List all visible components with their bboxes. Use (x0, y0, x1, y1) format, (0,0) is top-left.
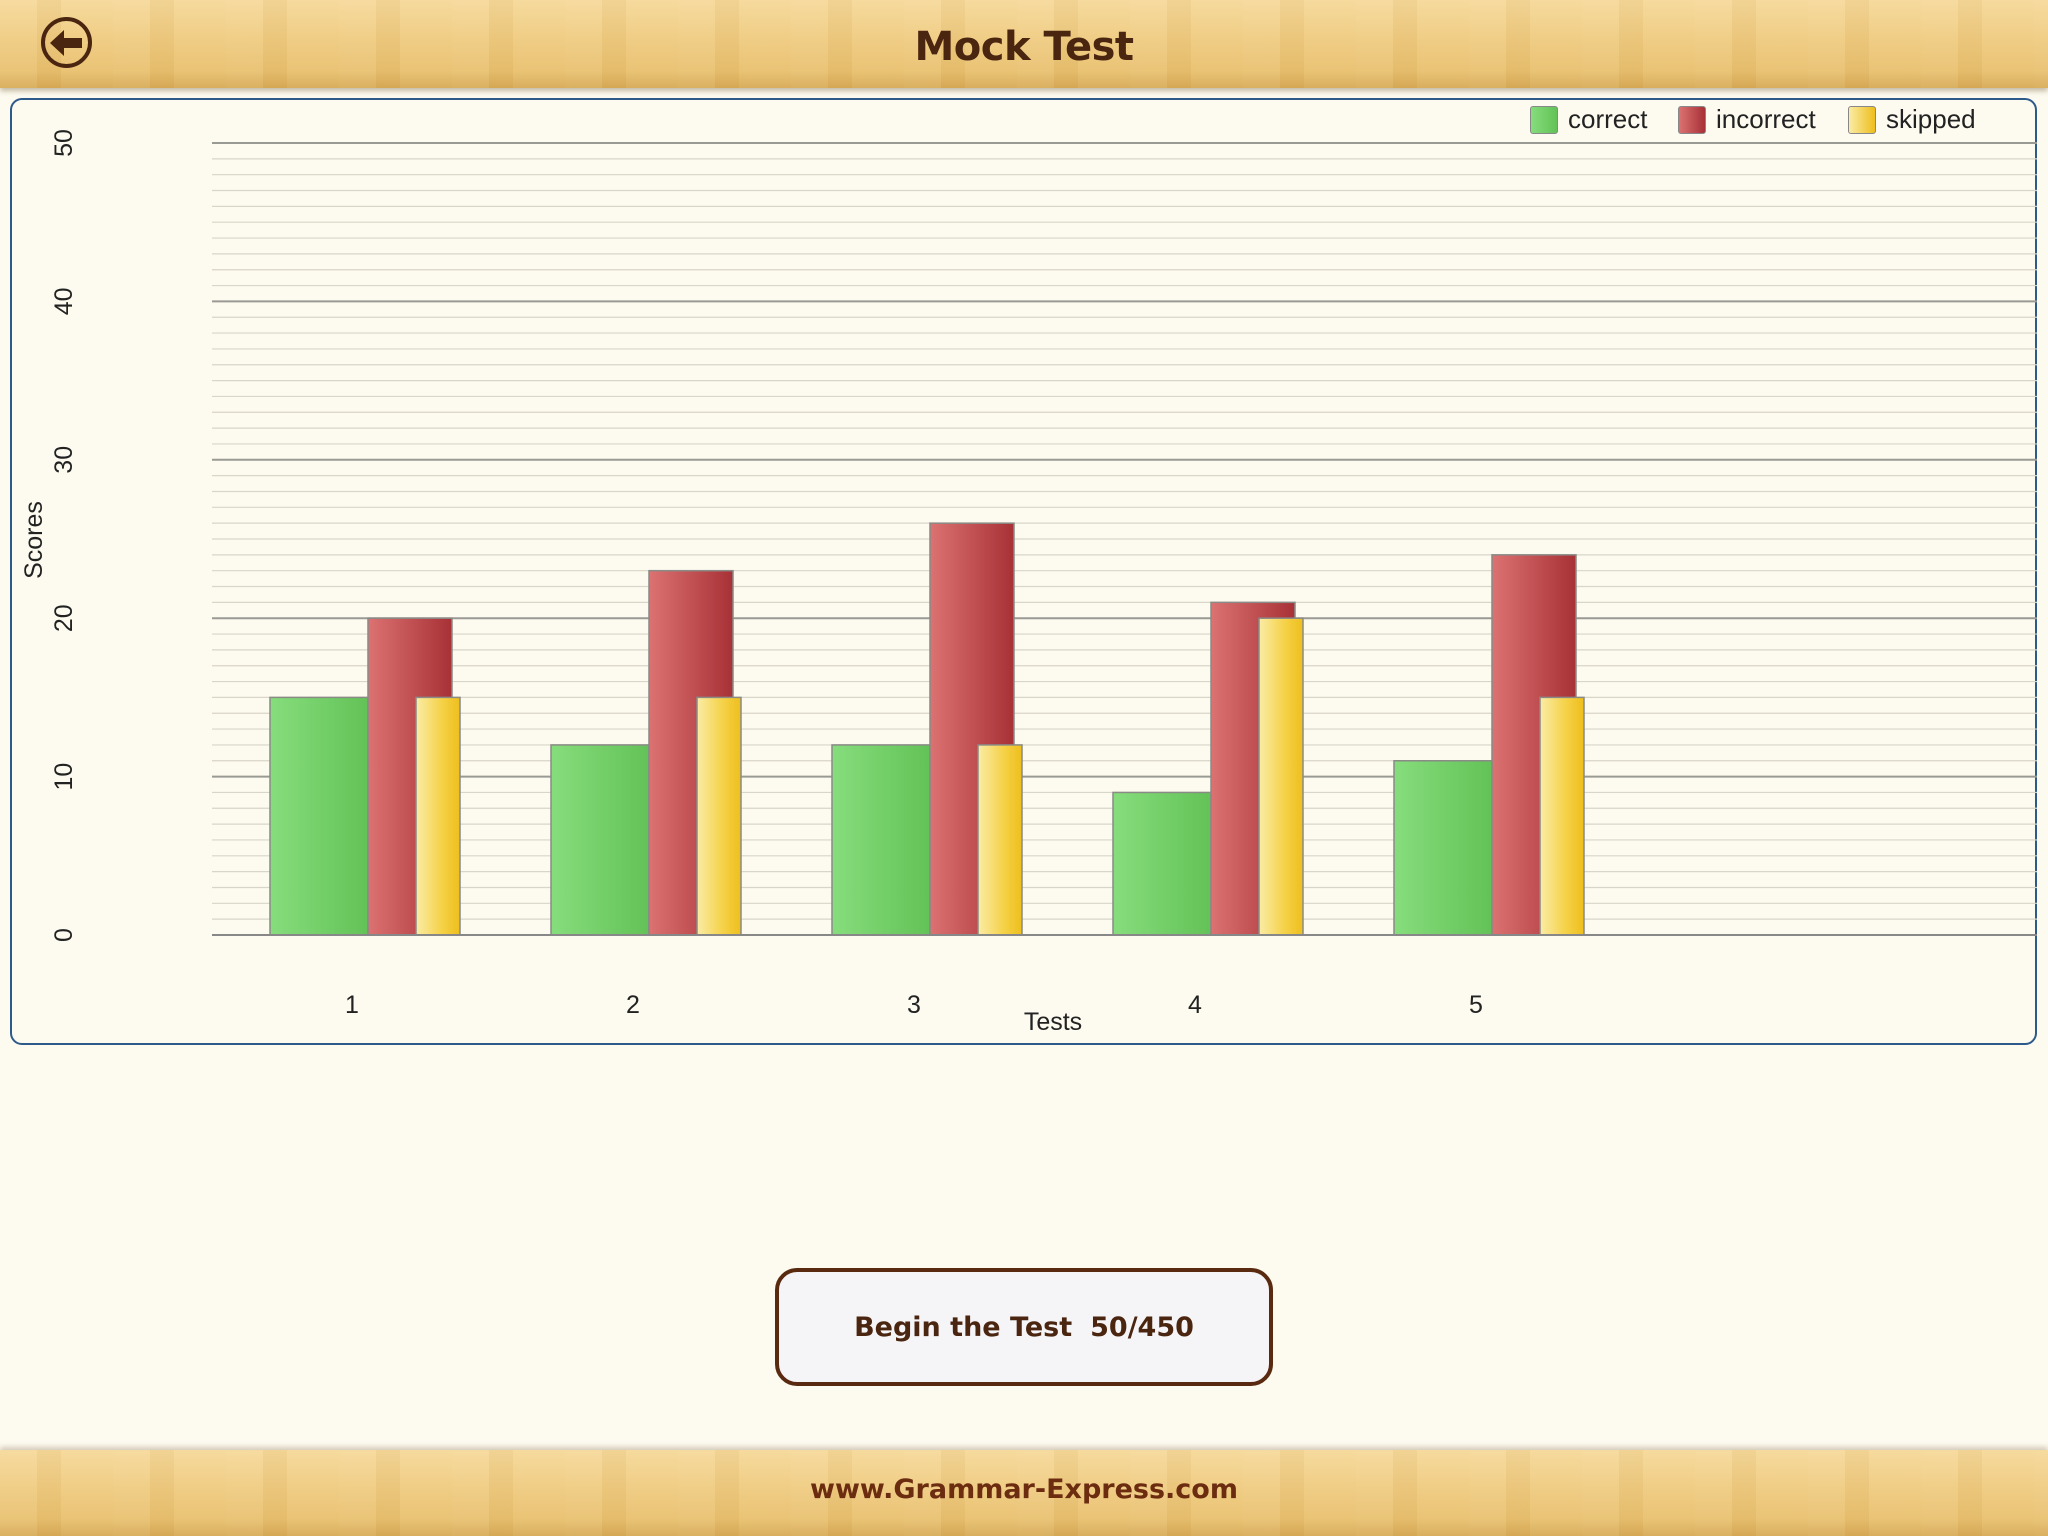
score-chart: 0 10 20 30 40 50 1 2 3 4 5 Scores Tests (20, 129, 2037, 1036)
legend-swatch-skipped (1848, 105, 1876, 134)
bar-correct-test-1 (269, 696, 369, 936)
begin-test-button[interactable]: Begin the Test 50/450 (775, 1268, 1273, 1386)
header-bar (0, 0, 2048, 88)
bar-correct-test-5 (1393, 760, 1493, 936)
y-tick-label: 40 (50, 287, 78, 315)
page-title: Mock Test (914, 24, 1134, 70)
bars (212, 522, 2037, 936)
y-tick-label: 0 (50, 928, 78, 942)
y-axis-label: Scores (20, 501, 48, 579)
bar-correct-test-2 (550, 744, 650, 936)
x-axis-label: Tests (1024, 1008, 1082, 1036)
x-tick-label: 3 (907, 991, 921, 1019)
x-tick-label: 5 (1469, 991, 1483, 1019)
legend-skipped: skipped (1848, 104, 1976, 135)
legend-swatch-incorrect (1678, 105, 1706, 134)
bar-skipped-test-5 (1539, 696, 1585, 936)
bar-skipped-test-2 (696, 696, 742, 936)
y-tick-label: 50 (50, 129, 78, 157)
footer-url[interactable]: www.Grammar-Express.com (810, 1474, 1238, 1505)
bar-skipped-test-3 (977, 744, 1023, 936)
legend-incorrect: incorrect (1678, 104, 1816, 135)
y-tick-label: 30 (50, 446, 78, 474)
bar-skipped-test-4 (1258, 617, 1304, 936)
x-tick-label: 2 (626, 991, 640, 1019)
x-tick-label: 4 (1188, 991, 1202, 1019)
legend-correct: correct (1530, 104, 1647, 135)
footer-bar (0, 1450, 2048, 1536)
back-button[interactable] (41, 17, 92, 68)
test-progress-count: 50/450 (1090, 1311, 1194, 1343)
legend-swatch-correct (1530, 105, 1558, 134)
y-tick-label: 20 (50, 604, 78, 632)
bar-skipped-test-1 (415, 696, 461, 936)
x-axis-ticks: 1 2 3 4 5 (345, 991, 1483, 1019)
y-tick-label: 10 (50, 763, 78, 791)
y-axis-ticks: 0 10 20 30 40 50 (50, 129, 78, 942)
legend-label-skipped: skipped (1886, 104, 1976, 134)
arrow-left-icon (49, 29, 82, 56)
legend-label-correct: correct (1568, 104, 1648, 134)
bar-correct-test-4 (1112, 791, 1212, 936)
legend-label-incorrect: incorrect (1716, 104, 1816, 134)
begin-test-label: Begin the Test (854, 1311, 1073, 1343)
x-tick-label: 1 (345, 991, 359, 1019)
bar-correct-test-3 (831, 744, 931, 936)
